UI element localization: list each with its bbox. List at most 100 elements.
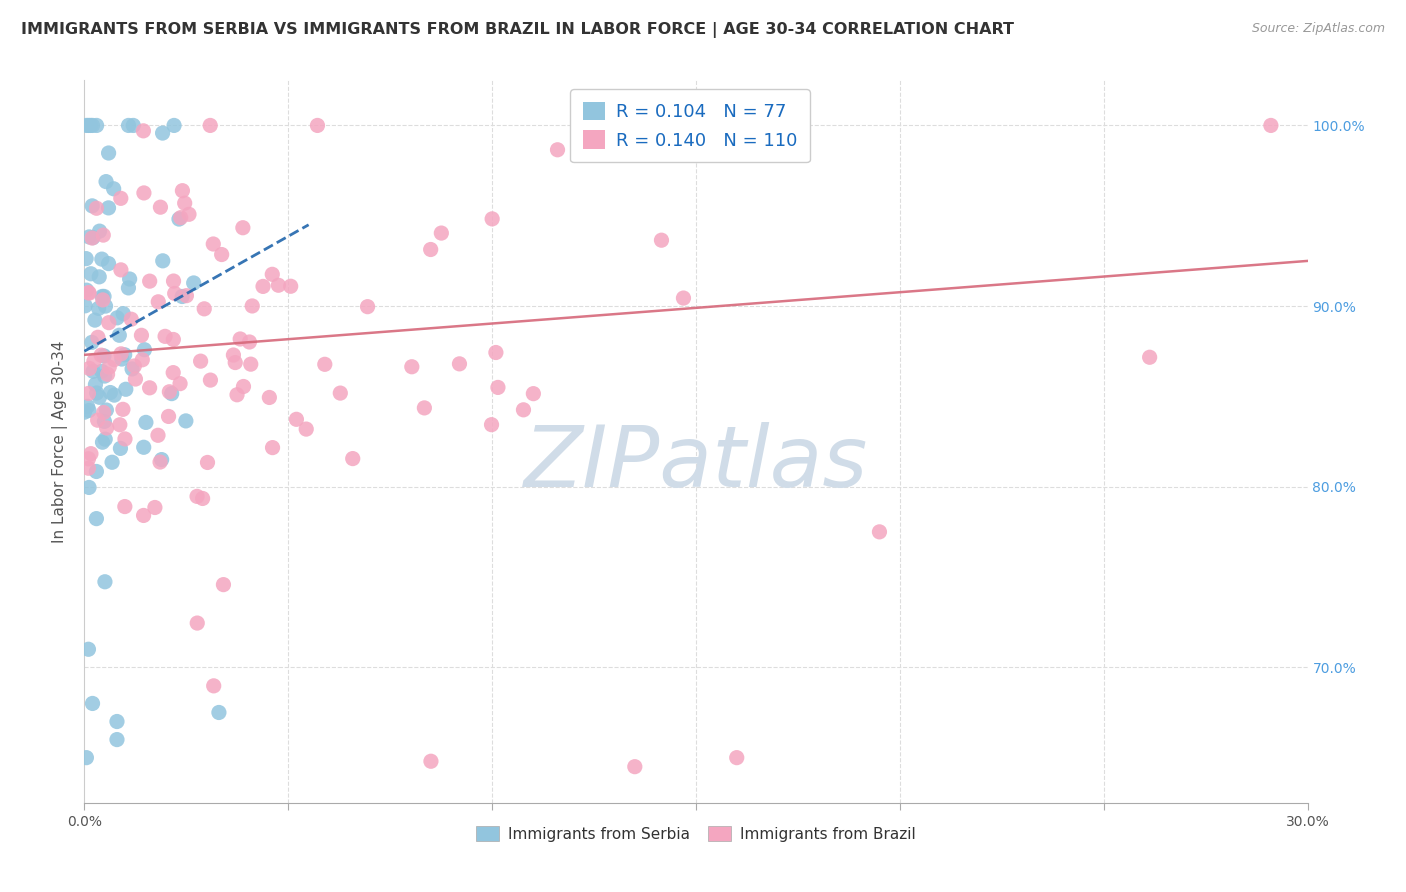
Point (314, 357, 336, 371)
Point (79, 361, 101, 376)
Point (1139, 351, 1161, 365)
Point (131, 352, 153, 367)
Point (200, 373, 222, 387)
Point (163, 286, 186, 301)
Point (77, 480, 100, 494)
Point (132, 186, 155, 200)
Point (94, 299, 117, 313)
Point (87, 301, 110, 316)
Point (229, 332, 252, 346)
Point (93, 289, 115, 303)
Point (83, 354, 105, 368)
Point (138, 381, 160, 395)
Point (86, 511, 108, 525)
Point (82, 364, 104, 378)
Point (183, 276, 205, 290)
Point (97, 146, 120, 161)
Point (101, 455, 124, 469)
Point (481, 417, 503, 432)
Point (77, 461, 100, 475)
Point (200, 119, 222, 133)
Point (91, 228, 114, 243)
Point (77, 642, 100, 657)
Point (110, 263, 132, 277)
Point (208, 706, 231, 720)
Point (90, 348, 112, 362)
Point (226, 388, 249, 402)
Point (401, 359, 423, 374)
Point (114, 348, 136, 362)
Point (75, 252, 97, 266)
Point (98, 359, 121, 374)
Point (329, 386, 352, 401)
Point (94, 574, 117, 589)
Point (869, 524, 891, 539)
Point (124, 359, 146, 373)
Point (280, 279, 302, 293)
Point (152, 126, 174, 140)
Point (89, 224, 111, 238)
Point (672, 291, 695, 305)
Point (91, 435, 114, 450)
Point (86, 465, 108, 479)
Point (121, 362, 143, 376)
Point (419, 243, 441, 257)
Point (110, 442, 132, 456)
Point (114, 382, 136, 396)
Point (97, 201, 120, 215)
Point (486, 380, 509, 394)
Point (114, 432, 136, 446)
Point (624, 759, 647, 773)
Point (547, 143, 569, 157)
Point (512, 402, 534, 417)
Point (191, 491, 214, 506)
Point (172, 184, 194, 198)
Point (93, 405, 115, 419)
Point (103, 388, 125, 402)
Point (80, 335, 103, 350)
Point (122, 119, 145, 133)
Point (1260, 119, 1282, 133)
Point (176, 288, 198, 302)
Point (190, 354, 212, 368)
Point (96, 403, 118, 417)
Point (84, 377, 107, 392)
Point (162, 274, 184, 288)
Point (153, 329, 176, 343)
Text: IMMIGRANTS FROM SERBIA VS IMMIGRANTS FROM BRAZIL IN LABOR FORCE | AGE 30-34 CORR: IMMIGRANTS FROM SERBIA VS IMMIGRANTS FRO… (21, 22, 1014, 38)
Point (117, 281, 139, 295)
Point (173, 196, 195, 211)
Point (167, 212, 190, 227)
Point (132, 440, 155, 454)
Point (75, 119, 97, 133)
Point (485, 345, 508, 359)
Point (143, 500, 166, 515)
Point (239, 357, 262, 371)
Point (80, 447, 103, 461)
Point (157, 384, 180, 399)
Point (118, 272, 141, 286)
Point (212, 577, 235, 591)
Point (211, 247, 233, 261)
Point (148, 294, 170, 309)
Point (82, 199, 104, 213)
Point (172, 289, 194, 303)
Point (174, 414, 197, 428)
Point (197, 455, 219, 469)
Point (307, 119, 329, 133)
Point (232, 379, 254, 393)
Point (162, 366, 184, 380)
Point (202, 237, 225, 252)
Legend: Immigrants from Serbia, Immigrants from Brazil: Immigrants from Serbia, Immigrants from … (468, 818, 924, 849)
Point (131, 328, 153, 343)
Point (342, 451, 364, 466)
Point (89, 269, 111, 284)
Point (522, 386, 544, 401)
Point (170, 211, 193, 225)
Point (77, 386, 100, 401)
Point (186, 615, 208, 630)
Point (295, 422, 318, 436)
Point (146, 428, 169, 442)
Point (117, 119, 139, 133)
Point (79, 119, 101, 133)
